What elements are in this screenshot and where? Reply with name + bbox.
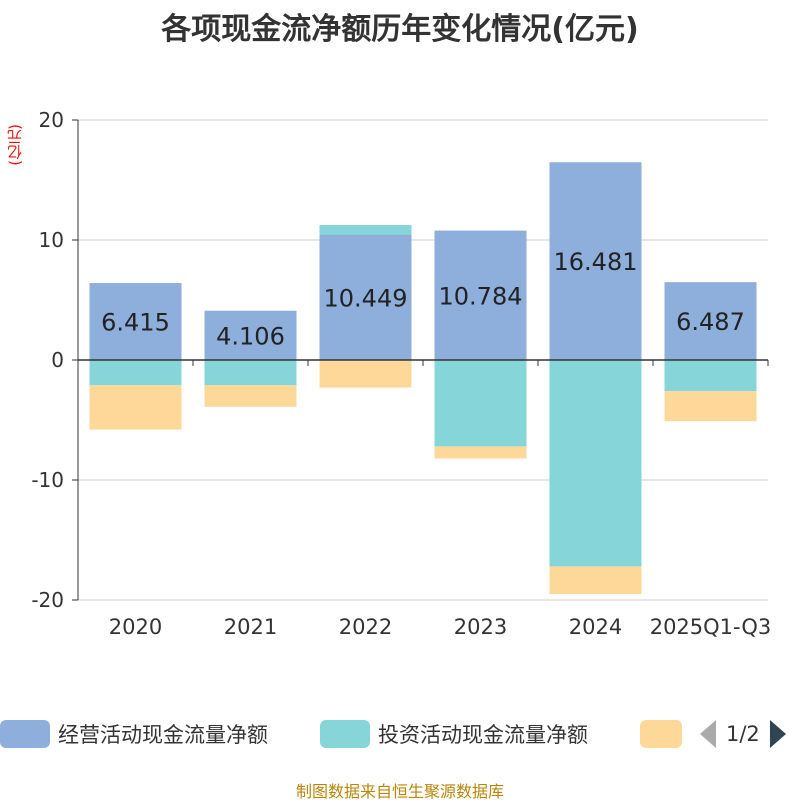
bar-series2-5	[664, 391, 757, 422]
legend-item-third[interactable]	[640, 716, 682, 752]
data-label-5: 6.487	[676, 308, 745, 336]
bar-series2-3	[434, 446, 527, 459]
bar-series2-4	[549, 566, 642, 594]
bar-chart: 20 10 0 -10 -20 6.415 4.106 10.449 10.784 16.481 6…	[31, 108, 772, 639]
data-label-2: 10.449	[324, 284, 408, 312]
legend-label-investing: 投资活动现金流量净额	[378, 723, 588, 747]
legend-label-operating: 经营活动现金流量净额	[58, 723, 268, 747]
bar-series2-0	[89, 385, 182, 430]
legend-swatch-investing	[320, 720, 370, 748]
legend-swatch-operating	[0, 720, 50, 748]
bar-series1-1	[204, 360, 297, 386]
x-category-label-4: 2024	[569, 615, 622, 639]
data-label-4: 16.481	[554, 248, 638, 276]
y-tick-label-0: 20	[39, 108, 64, 132]
x-category-label-5: 2025Q1-Q3	[650, 615, 772, 639]
bar-series1-5	[664, 360, 757, 392]
x-category-label-2: 2022	[339, 615, 392, 639]
bar-series1-4	[549, 360, 642, 567]
chart-title: 各项现金流净额历年变化情况(亿元)	[161, 12, 639, 47]
legend: 经营活动现金流量净额 投资活动现金流量净额	[0, 716, 800, 756]
bar-series0-1	[204, 310, 297, 360]
legend-page-indicator: 1/2	[726, 722, 760, 746]
y-tick-label-2: 0	[51, 348, 64, 372]
bar-series0-5	[664, 282, 757, 360]
bar-series0-2	[319, 234, 412, 360]
bar-series2-2	[319, 360, 412, 388]
bar-series0-4	[549, 162, 642, 360]
legend-pager: 1/2	[700, 716, 800, 752]
x-category-label-3: 2023	[454, 615, 507, 639]
legend-prev-page-icon[interactable]	[700, 720, 716, 748]
source-note: 制图数据来自恒生聚源数据库	[295, 782, 504, 801]
legend-next-page-icon[interactable]	[769, 720, 786, 748]
data-label-3: 10.784	[439, 282, 523, 310]
x-category-label-1: 2021	[224, 615, 277, 639]
y-tick-label-3: -10	[31, 468, 64, 492]
bar-series1-0	[89, 360, 182, 386]
bar-series1-3	[434, 360, 527, 447]
y-tick-label-1: 10	[39, 228, 64, 252]
bar-series0-3	[434, 230, 527, 360]
bar-series2-1	[204, 385, 297, 407]
data-label-0: 6.415	[101, 309, 170, 337]
data-label-1: 4.106	[216, 322, 285, 350]
legend-item-operating[interactable]: 经营活动现金流量净额	[0, 716, 268, 752]
legend-swatch-third	[640, 720, 682, 748]
x-category-label-0: 2020	[109, 615, 162, 639]
y-tick-label-4: -20	[31, 588, 64, 612]
bar-series1-2	[319, 225, 412, 235]
bar-series0-0	[89, 283, 182, 360]
legend-item-investing[interactable]: 投资活动现金流量净额	[320, 716, 588, 752]
